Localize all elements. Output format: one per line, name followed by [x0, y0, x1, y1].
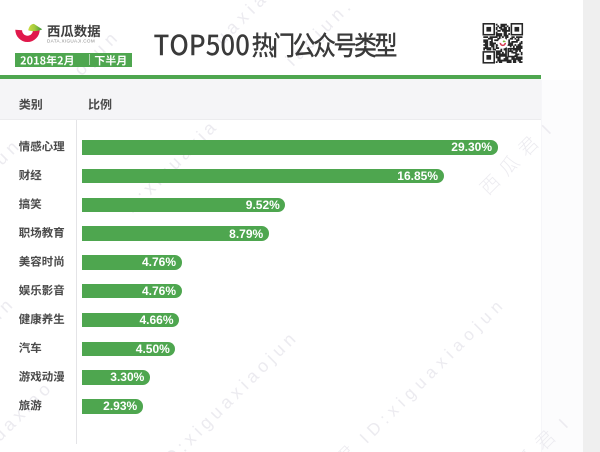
svg-text:DATA.XIGUAJI.COM: DATA.XIGUAJI.COM [47, 39, 95, 44]
svg-text:n.: n. [382, 449, 412, 452]
